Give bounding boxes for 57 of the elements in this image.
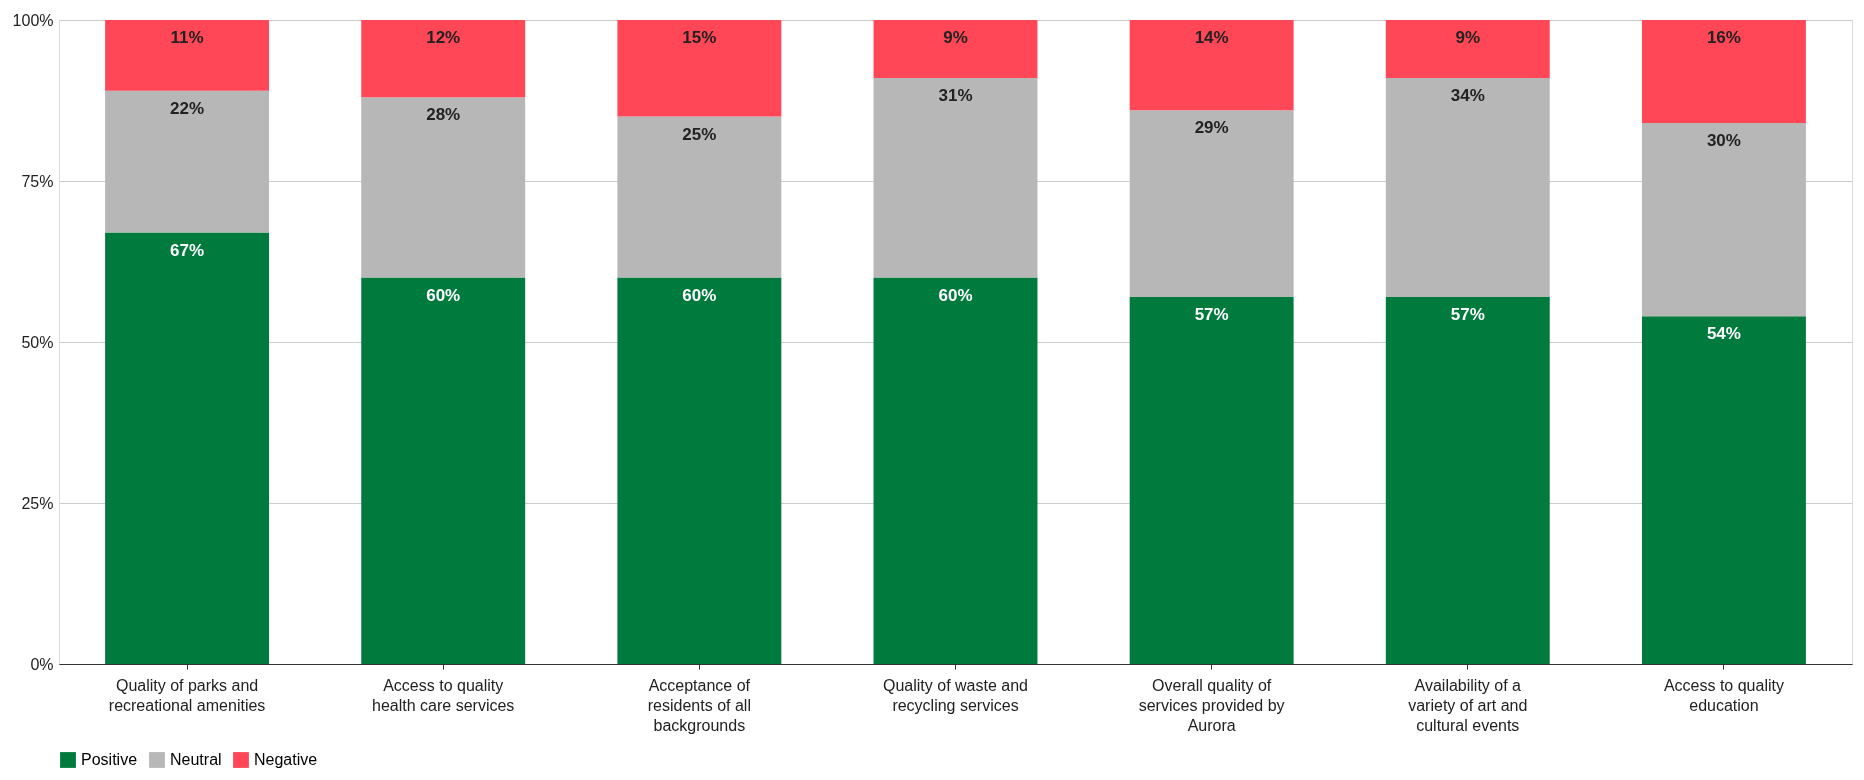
x-tick-label: Access to quality health care services (372, 676, 515, 714)
x-tick-label: Overall quality of services provided by Aurora (1138, 676, 1285, 734)
data-label: 28% (426, 105, 461, 125)
bar (105, 232, 270, 664)
bar (1641, 123, 1806, 317)
bar (105, 20, 270, 91)
bar (1641, 316, 1806, 664)
bar (1641, 20, 1806, 124)
data-label: 31% (938, 85, 973, 105)
x-tick-label: Access to quality education (1663, 676, 1784, 714)
legend-label: Negative (254, 751, 318, 768)
data-label: 34% (1450, 85, 1485, 105)
data-label: 25% (682, 124, 717, 144)
x-tick-label: Availability of a variety of art and cultural events (1408, 676, 1528, 734)
bar (361, 20, 526, 98)
bar (361, 97, 526, 278)
x-tick-label: Quality of waste and recycling services (883, 676, 1028, 714)
data-label: 29% (1194, 118, 1229, 138)
data-label: 60% (682, 285, 717, 305)
bar (105, 90, 270, 233)
bar (617, 277, 782, 664)
data-label: 54% (1706, 324, 1741, 344)
bar (1385, 20, 1550, 78)
data-label: 9% (1455, 28, 1481, 47)
bar (1129, 20, 1294, 111)
y-tick-label: 100% (12, 11, 54, 29)
x-tick-label: Quality of parks and recreational amenities (108, 676, 266, 714)
data-label: 60% (938, 285, 973, 305)
x-tick-label: Acceptance of residents of all backgrounds (647, 676, 751, 734)
bar (873, 277, 1038, 664)
data-label: 16% (1706, 28, 1741, 47)
legend-label: Positive (81, 751, 138, 768)
data-label: 12% (426, 28, 461, 47)
data-label: 22% (170, 98, 205, 118)
bar (361, 277, 526, 664)
y-tick-label: 0% (30, 655, 54, 673)
legend-label: Neutral (170, 751, 222, 768)
y-tick-label: 25% (21, 494, 54, 512)
bar (873, 20, 1038, 78)
bar (1129, 110, 1294, 297)
data-label: 57% (1194, 304, 1229, 324)
y-tick-label: 50% (21, 333, 54, 351)
bar (1385, 77, 1550, 297)
bar (1385, 296, 1550, 664)
data-label: 15% (682, 28, 717, 47)
bar (1129, 296, 1294, 664)
bar (873, 77, 1038, 278)
data-label: 14% (1194, 28, 1229, 47)
data-label: 11% (170, 28, 204, 47)
bar (617, 116, 782, 278)
data-label: 9% (943, 28, 968, 47)
data-label: 67% (170, 240, 205, 260)
data-label: 60% (426, 285, 461, 305)
data-label: 30% (1706, 131, 1741, 151)
bar (617, 20, 782, 117)
y-tick-label: 75% (21, 172, 54, 190)
data-label: 57% (1450, 304, 1485, 324)
